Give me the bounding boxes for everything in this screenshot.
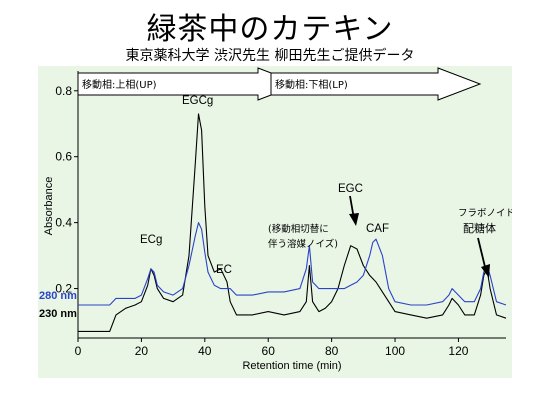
y-tick-label: 0.2 <box>55 282 72 296</box>
mobile-phase-lower-arrow: 移動相:下相(LP) <box>270 67 482 101</box>
series-label-230nm: 230 nm <box>39 308 77 320</box>
annotation-ecg: ECg <box>140 234 162 246</box>
x-tick-label: 40 <box>198 344 212 358</box>
y-tick-label: 0.4 <box>55 216 72 230</box>
x-tick-label: 100 <box>385 344 405 358</box>
page-title: 緑茶中のカテキン <box>146 12 394 47</box>
x-tick-label: 120 <box>448 344 468 358</box>
series-line-280nm <box>78 222 507 306</box>
flavonoid-arrow <box>477 237 490 278</box>
mobile-phase-lower-label: 移動相:下相(LP) <box>275 78 348 91</box>
egc-arrow <box>349 195 359 226</box>
annotation-solvent-noise-line2: 伴う溶媒ノイズ) <box>268 238 338 250</box>
series-line-230nm <box>78 113 507 332</box>
x-tick-label: 60 <box>262 344 276 358</box>
x-tick-label: 20 <box>135 344 149 358</box>
annotation-flavonoid-line1: フラボノイド <box>458 208 512 219</box>
y-tick-label: 0.8 <box>55 84 72 98</box>
chromatogram-chart: 移動相:上相(UP) 移動相:下相(LP) 0 20 40 60 80 100 120 0.2… <box>39 67 512 372</box>
x-axis-title: Retention time (min) <box>242 360 341 372</box>
annotation-ec: EC <box>216 264 232 276</box>
x-tick-label: 0 <box>75 344 82 358</box>
annotation-solvent-noise-line1: (移動相切替に <box>268 223 329 235</box>
series-label-280nm: 280 nm <box>39 290 77 302</box>
mobile-phase-upper-label: 移動相:上相(UP) <box>82 78 157 91</box>
page-subtitle: 東京薬科大学 渋沢先生 柳田先生ご提供データ <box>125 48 415 64</box>
y-tick-label: 0.6 <box>55 150 72 164</box>
x-tick-label: 80 <box>325 344 339 358</box>
annotation-flavonoid-line2: 配糖体 <box>463 221 496 235</box>
annotation-caf: CAF <box>366 223 389 235</box>
annotation-egc: EGC <box>338 183 363 195</box>
plot-panel: 移動相:上相(UP) 移動相:下相(LP) 0 20 40 60 80 100 120 0.2… <box>38 66 512 378</box>
y-axis-title: Absorbance <box>43 177 55 236</box>
annotation-egcg: EGCg <box>182 95 213 107</box>
